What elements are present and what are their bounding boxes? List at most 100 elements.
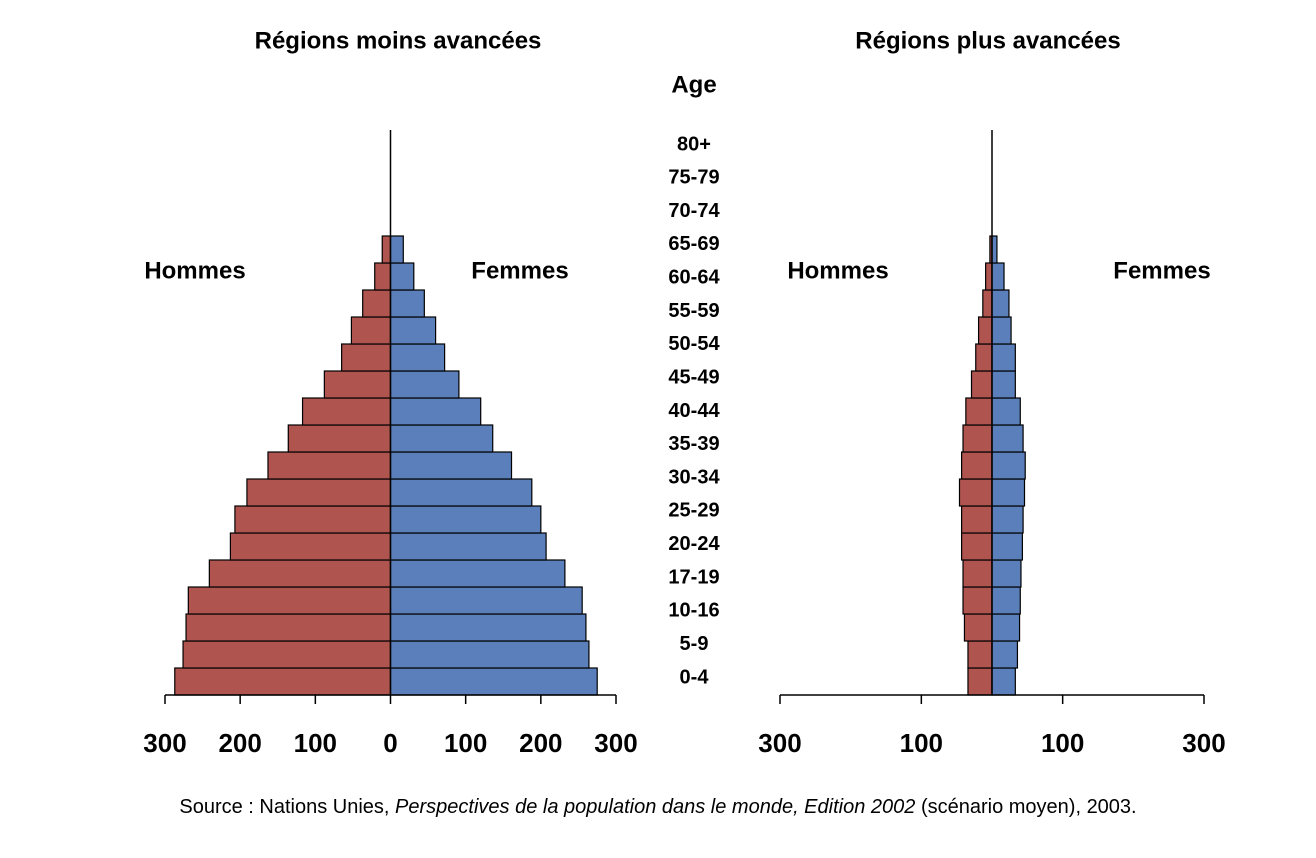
age-label: 45-49 <box>668 366 719 388</box>
bar <box>963 613 993 642</box>
bar <box>389 424 494 453</box>
bar <box>389 613 587 642</box>
age-label: 17-19 <box>668 566 719 588</box>
bar <box>961 532 993 561</box>
age-label: 30-34 <box>668 466 720 488</box>
age-label: 55-59 <box>668 300 719 322</box>
x-tick-label: 200 <box>218 728 261 758</box>
bar <box>185 613 392 642</box>
bar <box>389 451 513 480</box>
x-tick-label: 0 <box>383 728 397 758</box>
x-tick-label: 100 <box>900 728 943 758</box>
bar <box>965 397 993 426</box>
x-tick-label: 100 <box>444 728 487 758</box>
bar <box>389 370 460 399</box>
bar <box>246 478 392 507</box>
age-label: 0-4 <box>680 666 710 688</box>
bar <box>389 559 566 588</box>
source-prefix: Source : Nations Unies, <box>179 796 395 818</box>
age-label: 20-24 <box>668 533 720 555</box>
bar <box>991 505 1024 534</box>
bar <box>991 262 1005 291</box>
bar <box>991 289 1010 318</box>
bar <box>961 505 993 534</box>
bar <box>961 451 993 480</box>
bar <box>267 451 392 480</box>
bar <box>991 478 1026 507</box>
bar <box>341 343 392 372</box>
chart-title: Régions moins avancées <box>255 27 542 54</box>
age-label: 80+ <box>677 133 711 155</box>
bar <box>182 640 392 669</box>
x-tick-label: 300 <box>143 728 186 758</box>
bar <box>982 289 993 318</box>
bar <box>301 397 392 426</box>
bar <box>962 559 993 588</box>
bar <box>389 532 547 561</box>
age-label: 75-79 <box>668 167 719 189</box>
legend-label: Hommes <box>144 257 245 284</box>
bar <box>991 397 1021 426</box>
bar <box>389 397 482 426</box>
bar <box>991 667 1016 696</box>
age-label: 10-16 <box>668 600 719 622</box>
bar <box>287 424 392 453</box>
source-title: Perspectives de la population dans le mo… <box>395 796 915 818</box>
bar <box>967 667 993 696</box>
bar <box>958 478 993 507</box>
bar <box>991 451 1026 480</box>
legend-label: Femmes <box>1113 257 1210 284</box>
bar <box>381 235 392 264</box>
bar <box>970 370 993 399</box>
bar <box>991 316 1012 345</box>
bar <box>389 343 446 372</box>
bar <box>389 505 542 534</box>
age-label: 25-29 <box>668 500 719 522</box>
chart-title: Régions plus avancées <box>855 27 1120 54</box>
age-label: 5-9 <box>680 633 709 655</box>
bar <box>350 316 392 345</box>
bar <box>323 370 392 399</box>
bar <box>389 289 425 318</box>
bar <box>389 640 590 669</box>
legend-label: Femmes <box>471 257 568 284</box>
source-suffix: (scénario moyen), 2003. <box>915 796 1136 818</box>
axis-label: Age <box>671 71 716 98</box>
x-tick-label: 300 <box>1182 728 1225 758</box>
bar <box>174 667 392 696</box>
x-tick-label: 300 <box>758 728 801 758</box>
x-tick-label: 300 <box>594 728 637 758</box>
x-tick-label: 200 <box>519 728 562 758</box>
bar <box>991 640 1019 669</box>
bar <box>962 586 993 615</box>
bar <box>962 424 993 453</box>
bar <box>389 478 533 507</box>
bar <box>229 532 392 561</box>
source: Source : Nations Unies, Perspectives de … <box>179 796 1136 818</box>
age-label: 50-54 <box>668 333 720 355</box>
bar <box>991 370 1016 399</box>
bar <box>991 586 1021 615</box>
bar <box>991 559 1022 588</box>
bar <box>975 343 993 372</box>
bar <box>967 640 993 669</box>
bar <box>985 262 993 291</box>
bar <box>374 262 392 291</box>
x-tick-label: 100 <box>294 728 337 758</box>
bar <box>362 289 392 318</box>
bar <box>389 586 583 615</box>
bar <box>234 505 392 534</box>
bar <box>991 613 1021 642</box>
x-tick-label: 100 <box>1041 728 1084 758</box>
bar <box>187 586 392 615</box>
age-label: 60-64 <box>668 267 720 289</box>
bar <box>389 667 598 696</box>
legend-label: Hommes <box>787 257 888 284</box>
age-label: 70-74 <box>668 200 720 222</box>
age-label: 40-44 <box>668 400 720 422</box>
age-label: 65-69 <box>668 233 719 255</box>
bar <box>991 424 1024 453</box>
bar <box>991 343 1016 372</box>
bar <box>389 262 415 291</box>
bar <box>389 316 437 345</box>
